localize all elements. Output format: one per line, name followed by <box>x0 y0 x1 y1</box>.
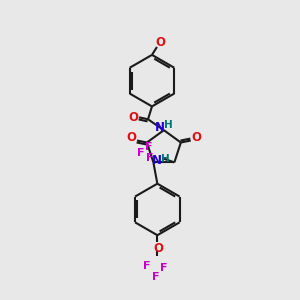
Text: O: O <box>126 131 136 144</box>
Text: O: O <box>153 242 163 255</box>
Text: O: O <box>155 37 165 50</box>
Text: H: H <box>161 154 170 164</box>
Text: F: F <box>152 272 159 282</box>
Text: H: H <box>164 120 173 130</box>
Text: F: F <box>137 148 144 158</box>
Text: F: F <box>145 142 152 152</box>
Text: F: F <box>146 154 153 164</box>
Text: O: O <box>192 131 202 144</box>
Text: N: N <box>155 121 165 134</box>
Text: F: F <box>160 263 167 273</box>
Text: N: N <box>152 154 162 167</box>
Text: O: O <box>128 111 138 124</box>
Text: F: F <box>143 261 150 271</box>
